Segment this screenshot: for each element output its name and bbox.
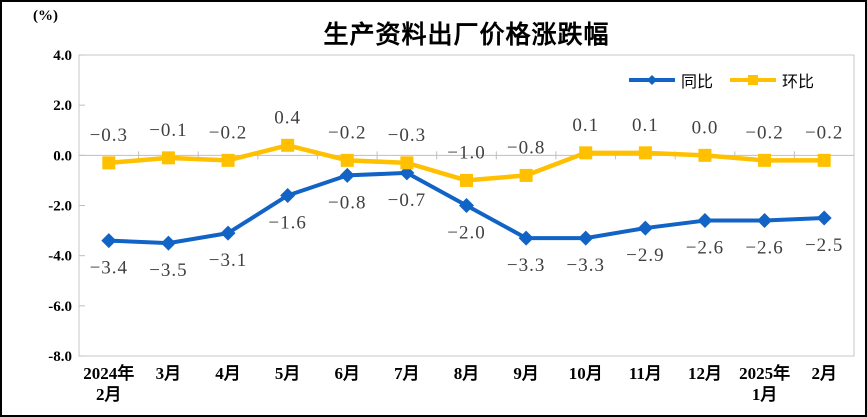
data-point-marker-mom — [519, 168, 533, 182]
data-label-mom: −0.2 — [328, 122, 366, 143]
x-axis-label: 10月 — [569, 364, 603, 383]
data-label-mom: 0.0 — [692, 117, 719, 138]
x-axis-label: 12月 — [688, 364, 722, 383]
data-point-marker-yoy — [518, 230, 534, 246]
data-point-marker-mom — [460, 173, 473, 187]
data-label-yoy: −2.6 — [745, 238, 783, 259]
x-axis-label: 9月 — [513, 364, 539, 383]
data-label-yoy: −2.6 — [686, 238, 724, 259]
x-axis-label: 2月 — [811, 364, 837, 383]
legend-item-yoy: 同比 — [628, 68, 713, 92]
data-point-marker-yoy — [280, 187, 296, 203]
y-tick-label: 0.0 — [53, 148, 72, 164]
y-tick-label: -4.0 — [48, 249, 72, 265]
legend-label-yoy: 同比 — [681, 74, 714, 91]
data-label-mom: −0.3 — [90, 125, 128, 146]
data-point-marker-mom — [579, 146, 593, 160]
x-axis-label: 2024年 2月 — [83, 363, 134, 404]
legend-item-mom: 环比 — [729, 68, 814, 92]
data-label-yoy: −0.8 — [328, 192, 366, 213]
data-point-marker-mom — [102, 156, 116, 170]
data-point-marker-mom — [817, 153, 831, 167]
data-point-marker-yoy — [578, 230, 594, 246]
x-axis-label: 11月 — [629, 364, 662, 383]
data-label-mom: 0.1 — [632, 115, 659, 136]
mom-line-marker-icon — [729, 73, 777, 87]
data-point-marker-yoy — [101, 233, 117, 249]
data-point-marker-mom — [340, 153, 354, 167]
data-point-marker-mom — [161, 151, 175, 165]
data-label-yoy: −2.5 — [805, 235, 843, 256]
y-tick-label: -6.0 — [48, 299, 72, 315]
data-point-marker-yoy — [757, 213, 773, 229]
x-axis-label: 5月 — [275, 364, 301, 383]
data-label-mom: −0.2 — [745, 122, 783, 143]
data-label-mom: −0.8 — [507, 137, 545, 158]
y-axis-unit-label: (%) — [33, 8, 58, 24]
data-label-yoy: −0.7 — [388, 190, 426, 211]
x-axis-label: 6月 — [335, 364, 361, 383]
x-axis-label: 2025年 1月 — [739, 363, 790, 404]
chart-title: 生产资料出厂价格涨跌幅 — [323, 21, 610, 49]
y-tick-label: 4.0 — [53, 48, 72, 64]
data-point-marker-mom — [281, 138, 295, 152]
data-label-yoy: −2.0 — [447, 223, 485, 244]
data-point-marker-mom — [758, 153, 772, 167]
y-tick-label: -8.0 — [48, 349, 72, 365]
y-tick-label: 2.0 — [53, 98, 72, 114]
x-axis-label: 7月 — [394, 364, 420, 383]
data-label-mom: −0.2 — [209, 122, 247, 143]
data-label-mom: −0.1 — [149, 120, 187, 141]
data-point-marker-yoy — [220, 225, 236, 241]
data-label-mom: 0.4 — [274, 107, 301, 128]
yoy-line-marker-icon — [628, 73, 676, 87]
data-label-mom: 0.1 — [572, 115, 599, 136]
legend-label-mom: 环比 — [782, 74, 815, 91]
data-label-yoy: −3.3 — [507, 255, 545, 276]
y-tick-label: -2.0 — [48, 199, 72, 215]
data-label-mom: −0.2 — [805, 122, 843, 143]
x-axis-label: 8月 — [454, 364, 480, 383]
data-label-mom: −1.0 — [447, 142, 485, 163]
data-label-yoy: −3.3 — [566, 255, 604, 276]
data-point-marker-yoy — [637, 220, 653, 236]
x-axis-label: 4月 — [215, 364, 241, 383]
data-point-marker-mom — [698, 148, 712, 162]
data-point-marker-yoy — [459, 198, 474, 213]
data-point-marker-mom — [400, 156, 414, 170]
data-label-yoy: −1.6 — [268, 212, 306, 233]
data-label-yoy: −3.5 — [149, 260, 187, 281]
data-point-marker-mom — [638, 146, 652, 160]
data-point-marker-yoy — [697, 213, 713, 229]
data-point-marker-yoy — [816, 210, 832, 226]
data-point-marker-mom — [221, 153, 235, 167]
data-label-yoy: −3.1 — [209, 250, 247, 271]
data-point-marker-yoy — [160, 235, 176, 251]
data-point-marker-yoy — [339, 167, 355, 183]
legend: 同比 环比 — [628, 68, 814, 92]
data-label-yoy: −3.4 — [90, 258, 128, 279]
x-axis-label: 3月 — [156, 364, 182, 383]
data-label-yoy: −2.9 — [626, 245, 664, 266]
data-label-mom: −0.3 — [388, 125, 426, 146]
